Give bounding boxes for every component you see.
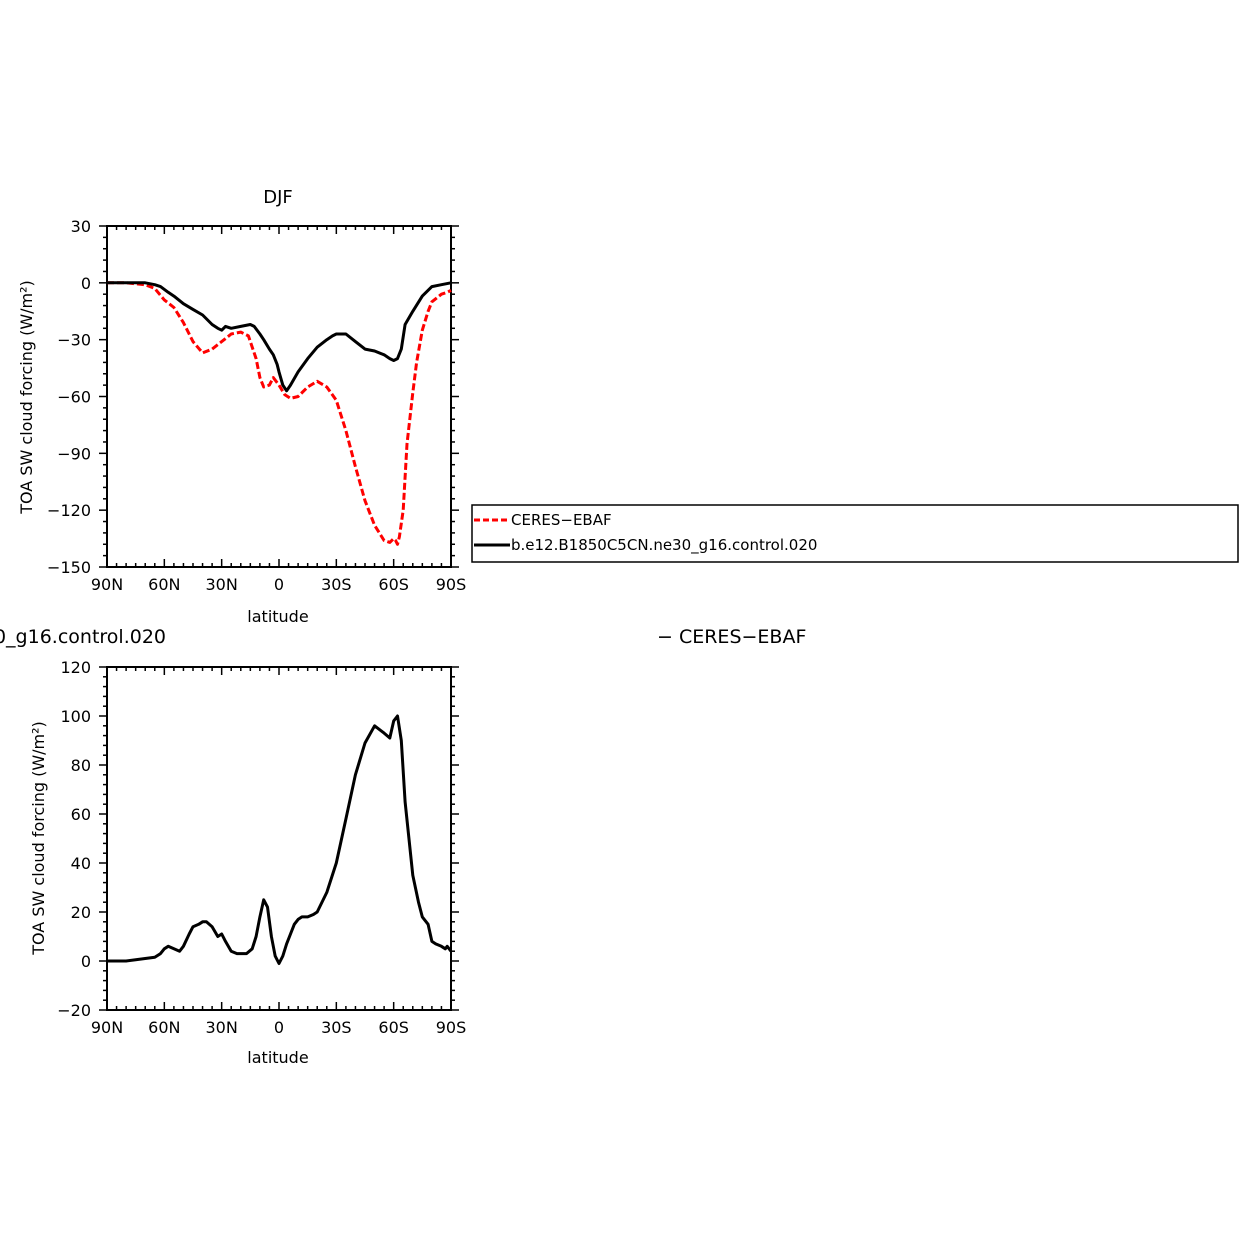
top-chart-ylabel: TOA SW cloud forcing (W/m²): [17, 280, 36, 515]
legend: CERES−EBAF b.e12.B1850C5CN.ne30_g16.cont…: [471, 504, 1239, 563]
bottom-chart-ytick-label: 120: [60, 658, 91, 677]
top-chart-panel: DJF TOA SW cloud forcing (W/m²) latitude…: [17, 187, 466, 626]
top-chart-xtick-label: 30S: [321, 575, 352, 594]
bottom-chart-ylabel: TOA SW cloud forcing (W/m²): [29, 721, 48, 956]
top-chart-ytick-label: −150: [47, 558, 91, 577]
top-chart-ytick-label: −60: [57, 388, 91, 407]
top-chart-ylabel-group: TOA SW cloud forcing (W/m²): [17, 280, 36, 515]
top-chart-xtick-label: 60N: [148, 575, 180, 594]
bottom-chart-panel: b.e12.B1850C5CN.ne30_g16.control.020 − C…: [0, 626, 806, 1067]
bottom-chart-xtick-label: 60N: [148, 1018, 180, 1037]
bottom-chart-xtick-label: 30N: [206, 1018, 238, 1037]
top-chart-ytick-label: −30: [57, 331, 91, 350]
top-chart-xtick-label: 60S: [378, 575, 409, 594]
bottom-chart-ytick-label: −20: [57, 1001, 91, 1020]
top-chart-series-line-0: [107, 281, 452, 546]
top-chart-ytick-label: 30: [71, 217, 91, 236]
bottom-chart-ytick-label: 0: [81, 952, 91, 971]
bottom-chart-ytick-label: 40: [71, 854, 91, 873]
top-chart-title: DJF: [263, 187, 293, 208]
bottom-chart-ytick-label: 60: [71, 805, 91, 824]
top-chart-xtick-label: 90N: [91, 575, 123, 594]
bottom-chart-title-left: b.e12.B1850C5CN.ne30_g16.control.020: [0, 626, 166, 648]
bottom-chart-ytick-label: 80: [71, 756, 91, 775]
bottom-chart-ytick-label: 20: [71, 903, 91, 922]
top-chart-plot-frame: [106, 225, 452, 568]
top-chart-ytick-label: 0: [81, 274, 91, 293]
bottom-chart-xlabel: latitude: [247, 1048, 308, 1067]
bottom-chart-plot-frame: [106, 666, 452, 1011]
top-chart-ytick-label: −120: [47, 501, 91, 520]
top-chart-xlabel: latitude: [247, 607, 308, 626]
bottom-chart-xtick-label: 90N: [91, 1018, 123, 1037]
bottom-chart-xtick-label: 0: [274, 1018, 284, 1037]
legend-label-model: b.e12.B1850C5CN.ne30_g16.control.020: [511, 536, 817, 555]
bottom-chart-xtick-label: 30S: [321, 1018, 352, 1037]
top-chart-xtick-label: 90S: [436, 575, 467, 594]
legend-box: [471, 504, 1239, 563]
bottom-chart-xtick-label: 60S: [378, 1018, 409, 1037]
top-chart-xtick-label: 0: [274, 575, 284, 594]
bottom-chart-xtick-label: 90S: [436, 1018, 467, 1037]
top-chart-ytick-label: −90: [57, 444, 91, 463]
bottom-chart-series-line-0: [107, 714, 453, 965]
top-chart-xtick-label: 30N: [206, 575, 238, 594]
legend-label-ceres: CERES−EBAF: [511, 511, 612, 529]
bottom-chart-title-right: − CERES−EBAF: [657, 626, 806, 648]
bottom-chart-ytick-label: 100: [60, 707, 91, 726]
top-chart-series-line-1: [107, 281, 452, 393]
